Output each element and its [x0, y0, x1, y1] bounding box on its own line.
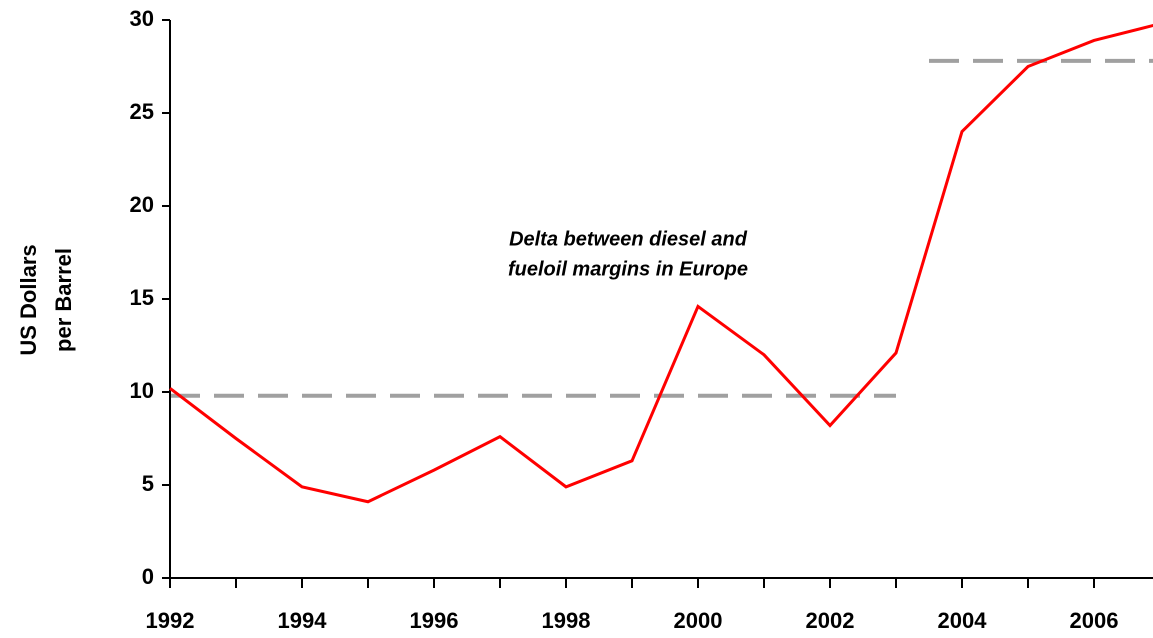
- x-tick-label: 2004: [938, 608, 988, 633]
- y-tick-label: 10: [130, 378, 154, 403]
- annotation: fueloil margins in Europe: [508, 258, 748, 280]
- annotation: Delta between diesel and: [509, 228, 748, 250]
- y-label-line: per Barrel: [51, 248, 76, 352]
- x-tick-label: 2006: [1070, 608, 1119, 633]
- y-tick-label: 25: [130, 99, 154, 124]
- x-tick-label: 2002: [806, 608, 855, 633]
- y-axis-title: US Dollars per Barrel: [16, 244, 76, 355]
- y-tick-label: 30: [130, 6, 154, 31]
- x-tick-label: 1994: [278, 608, 328, 633]
- x-tick-label: 1998: [542, 608, 591, 633]
- y-tick-label: 20: [130, 192, 154, 217]
- y-tick-label: 15: [130, 285, 154, 310]
- x-tick-label: 2000: [674, 608, 723, 633]
- y-tick-label: 5: [142, 471, 154, 496]
- x-tick-label: 1996: [410, 608, 459, 633]
- x-tick-label: 1992: [146, 608, 195, 633]
- y-label-line: US Dollars: [16, 244, 41, 355]
- y-tick-label: 0: [142, 564, 154, 589]
- line-series: [169, 23, 1153, 504]
